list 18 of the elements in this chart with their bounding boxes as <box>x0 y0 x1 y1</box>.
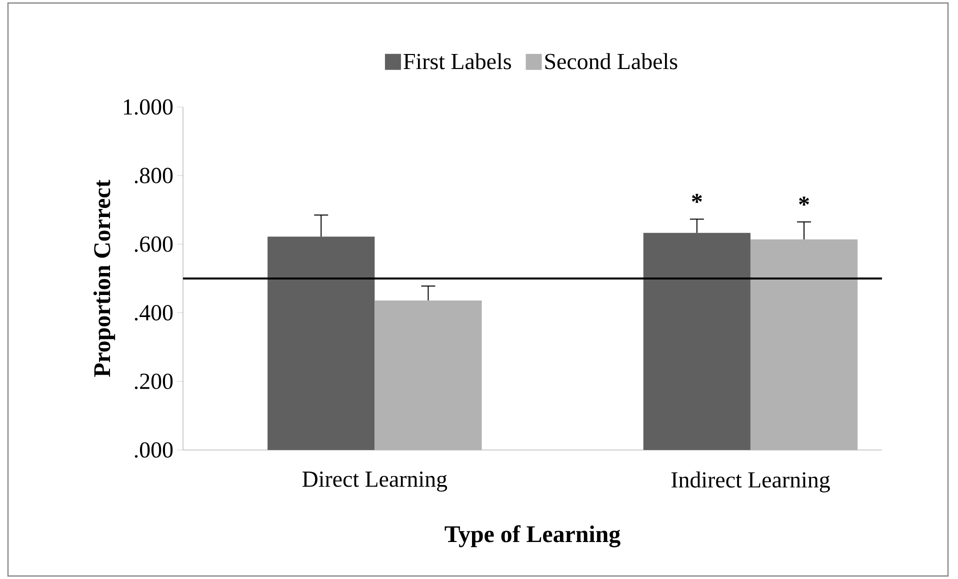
bar <box>268 236 375 450</box>
y-axis-title: Proportion Correct <box>93 180 116 377</box>
legend-label: First Labels <box>404 53 511 70</box>
x-tick-label: Indirect Learning <box>671 472 830 492</box>
legend-label: Second Labels <box>545 53 678 70</box>
y-tick-label: .200 <box>134 374 173 390</box>
y-tick-label: .400 <box>134 305 173 321</box>
annotation: * <box>799 196 809 206</box>
bar <box>750 239 858 450</box>
annotation: * <box>692 194 702 203</box>
x-tick-label: Direct Learning <box>302 472 448 492</box>
bar <box>374 300 482 450</box>
y-tick-label: .000 <box>134 442 173 458</box>
bar <box>643 232 750 450</box>
x-axis-title: Type of Learning <box>444 525 620 548</box>
y-tick-label: .600 <box>134 236 173 252</box>
y-tick-label: 1.000 <box>124 99 173 115</box>
y-tick-label: .800 <box>134 168 173 184</box>
